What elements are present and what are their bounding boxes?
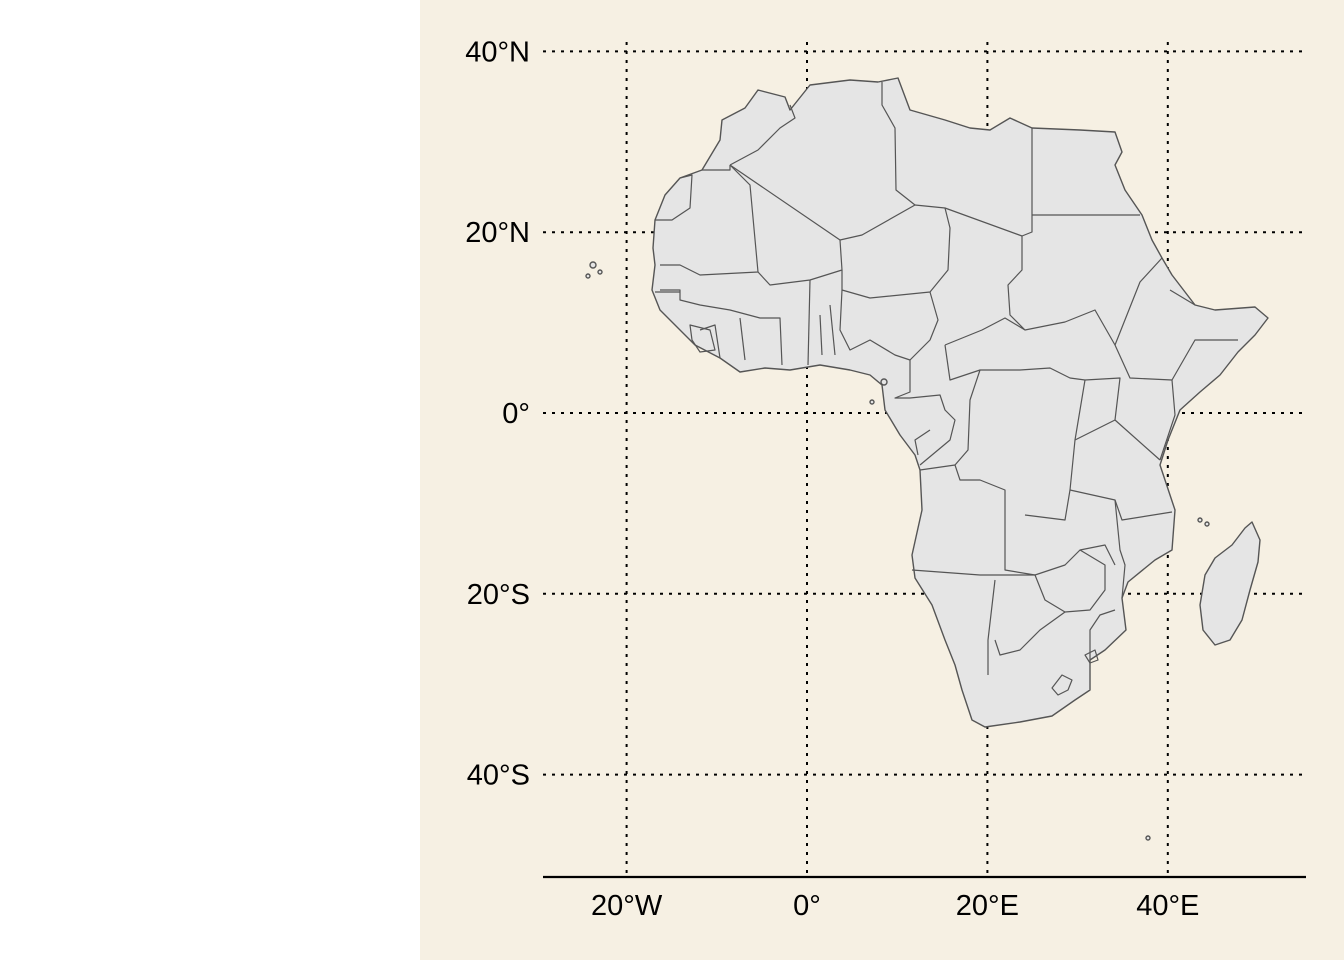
- latitude-tick-label: 40°N: [465, 36, 530, 68]
- comoros-islands: [1197, 517, 1203, 523]
- latitude-tick-label: 0°: [502, 398, 530, 430]
- bioko-island: [880, 378, 888, 386]
- longitude-tick-label: 20°E: [956, 890, 1019, 922]
- country-borders: [655, 82, 1238, 696]
- mayotte-island: [1204, 521, 1210, 527]
- land-masses: [585, 77, 1269, 841]
- longitude-tick-label: 40°E: [1136, 890, 1199, 922]
- madagascar-island: [1199, 521, 1261, 646]
- prince-edward-islands: [1145, 835, 1151, 841]
- longitude-gridlines: [625, 42, 1169, 877]
- map-panel: 40°N 20°N 0° 20°S 40°S 20°W 0° 20°E 40°E: [210, 0, 1344, 960]
- longitude-tick-labels: 20°W 0° 20°E 40°E: [591, 890, 1199, 922]
- longitude-tick-label: 20°W: [591, 890, 663, 922]
- latitude-tick-label: 20°N: [465, 217, 530, 249]
- cape-verde-islands-east: [597, 269, 603, 275]
- latitude-tick-label: 40°S: [467, 760, 530, 792]
- cape-verde-islands: [589, 261, 597, 269]
- africa-continent: [651, 77, 1269, 728]
- latitude-tick-labels: 40°N 20°N 0° 20°S 40°S: [465, 36, 530, 791]
- latitude-tick-label: 20°S: [467, 579, 530, 611]
- cape-verde-islands-south: [585, 273, 591, 279]
- africa-map: 40°N 20°N 0° 20°S 40°S 20°W 0° 20°E 40°E: [420, 0, 1344, 960]
- longitude-tick-label: 0°: [793, 890, 821, 922]
- sao-tome-island: [869, 399, 875, 405]
